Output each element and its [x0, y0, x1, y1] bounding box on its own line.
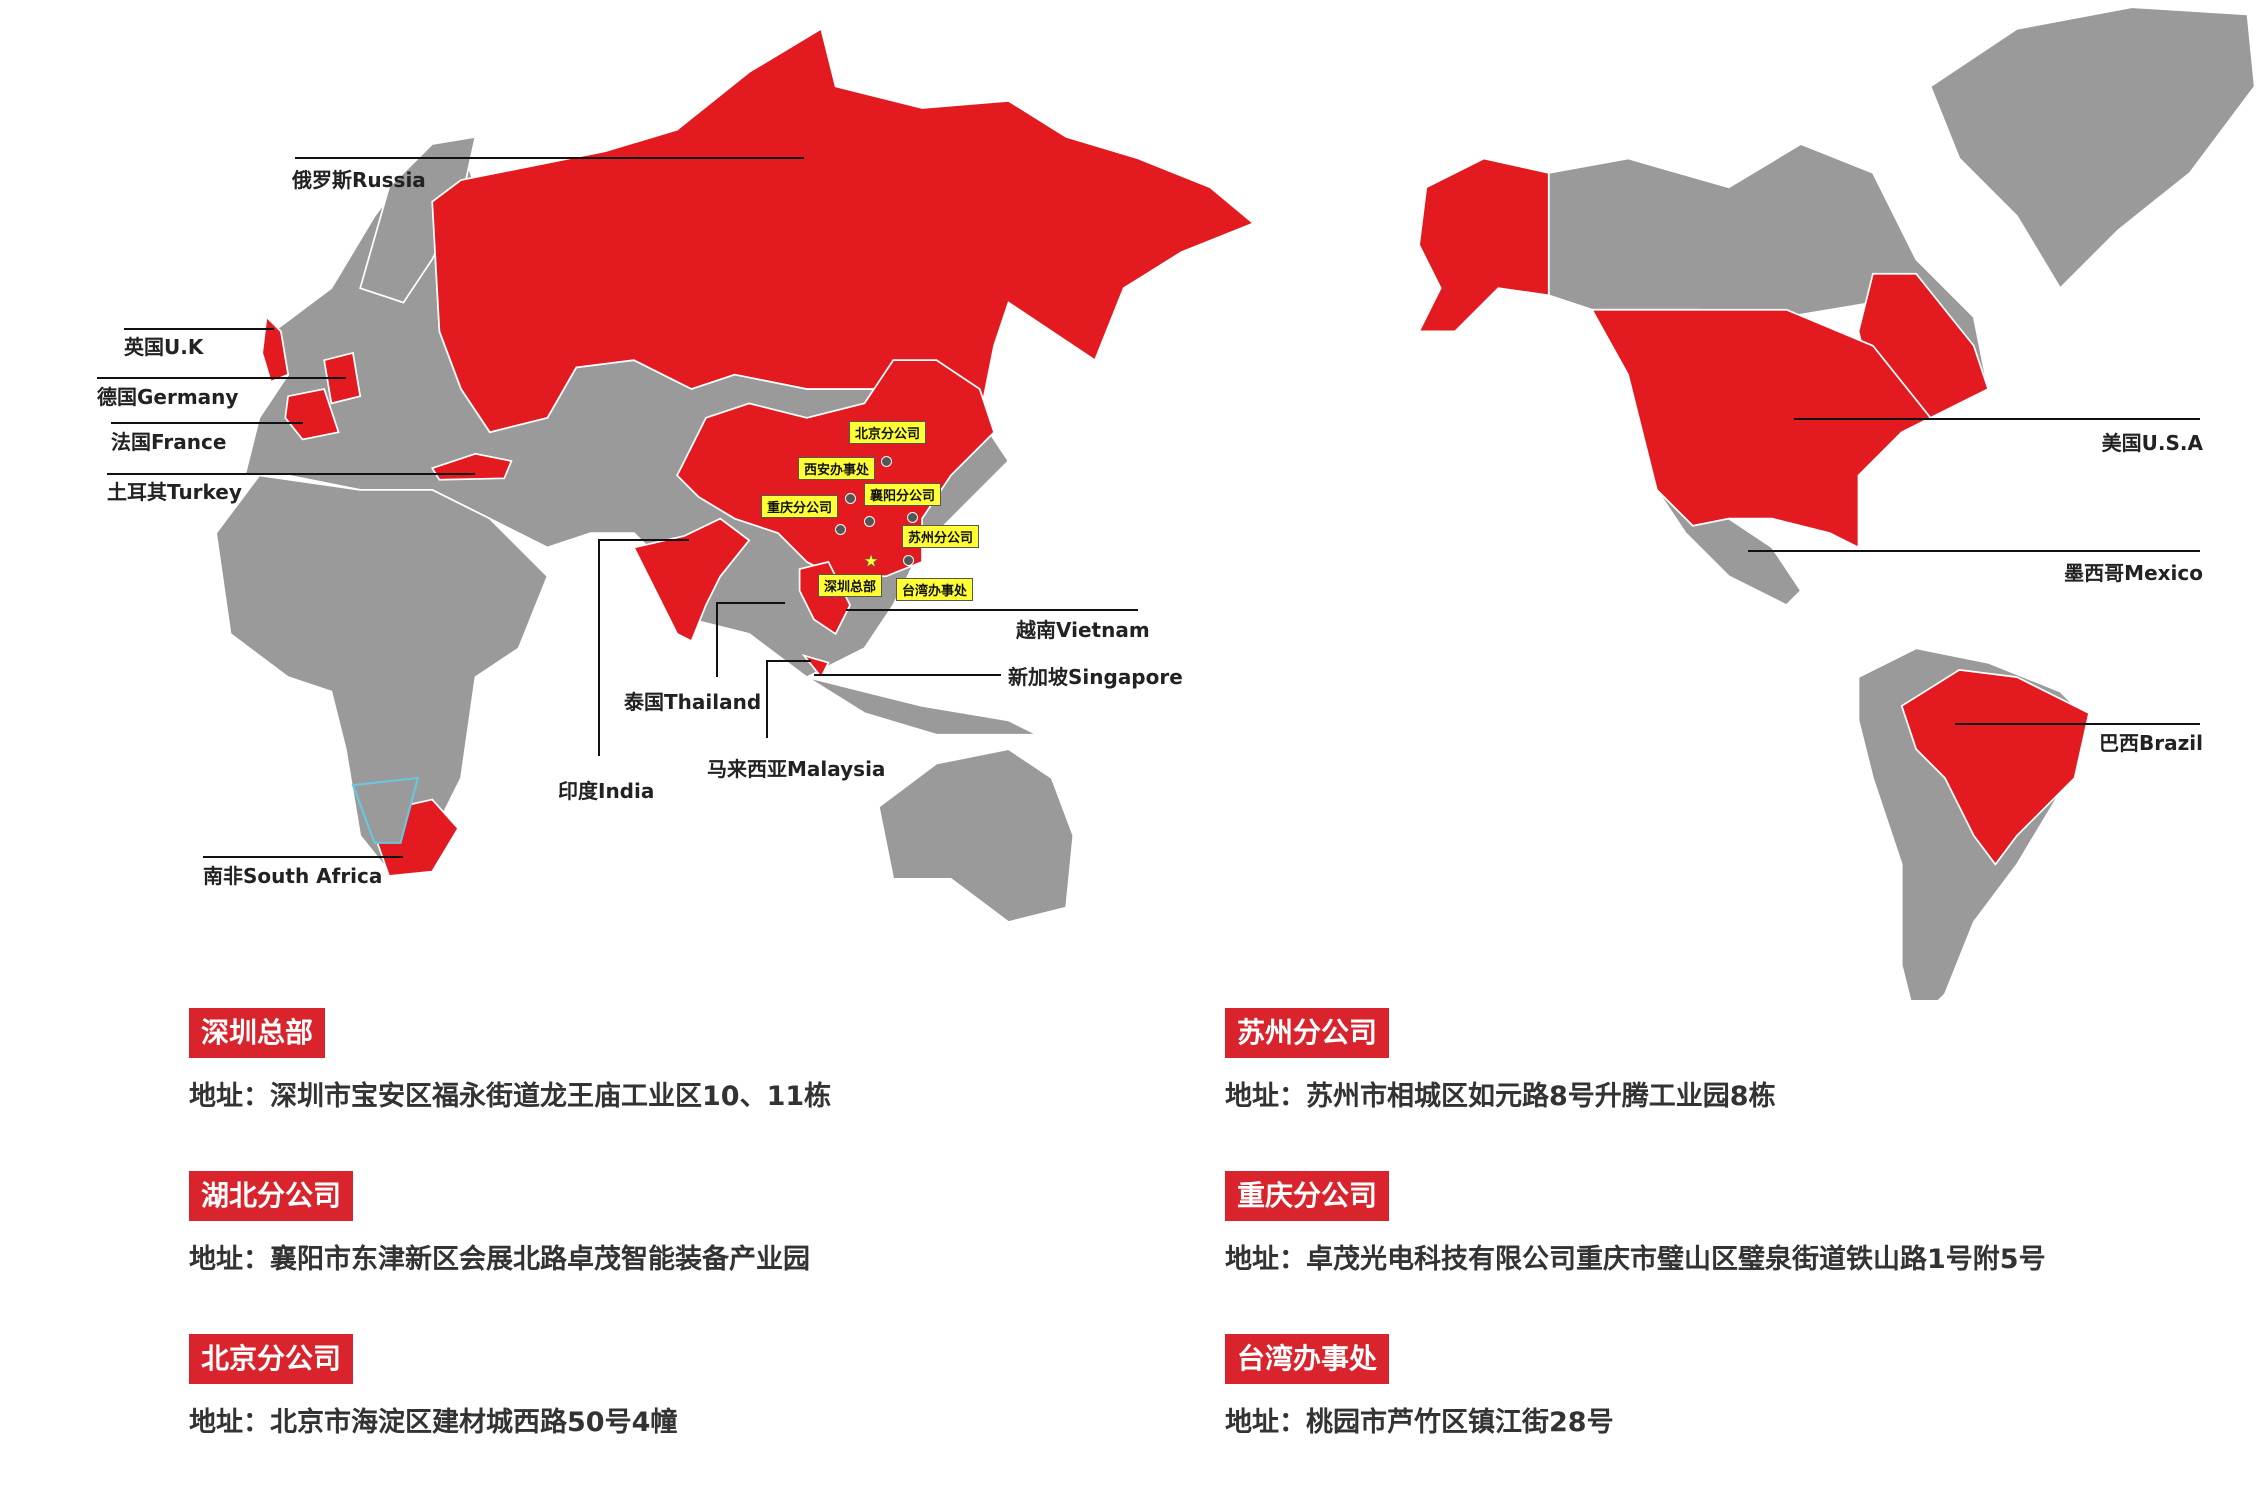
scandinavia [359, 135, 477, 304]
leader-line [295, 157, 804, 159]
office-suzhou: 苏州分公司 地址：苏州市相城区如元路8号升腾工业园8栋 [1225, 1008, 1776, 1113]
office-address: 地址：北京市海淀区建材城西路50号4幢 [189, 1407, 678, 1438]
tag-beijing: 北京分公司 [849, 421, 927, 444]
leader-line [97, 377, 346, 379]
leader-line [814, 674, 1001, 676]
label-thailand: 泰国Thailand [624, 690, 762, 714]
usa [1590, 308, 1932, 549]
label-brazil: 巴西Brazil [2099, 731, 2203, 755]
office-name: 北京分公司 [189, 1334, 354, 1384]
star-icon: ★ [863, 551, 880, 572]
tag-chongqing: 重庆分公司 [761, 495, 839, 518]
mexico [1656, 489, 1802, 607]
leader-line [598, 539, 600, 756]
leader-line [598, 539, 689, 541]
leader-line [203, 856, 403, 858]
tag-shenzhen: 深圳总部 [818, 574, 883, 597]
alaska [1417, 157, 1550, 333]
namibia [351, 776, 420, 844]
office-name: 湖北分公司 [189, 1171, 354, 1221]
russia [431, 27, 1256, 434]
marker-taiwan [903, 555, 914, 566]
marker-suzhou [907, 512, 918, 523]
label-usa: 美国U.S.A [2101, 431, 2203, 455]
label-russia: 俄罗斯Russia [292, 168, 426, 192]
label-france: 法国France [111, 430, 227, 454]
office-name: 台湾办事处 [1225, 1334, 1390, 1384]
greenland [1929, 6, 2256, 290]
label-mexico: 墨西哥Mexico [2064, 561, 2203, 585]
office-beijing: 北京分公司 地址：北京市海淀区建材城西路50号4幢 [189, 1334, 677, 1439]
world-map [215, 6, 2256, 1000]
label-singapore: 新加坡Singapore [1008, 665, 1183, 689]
label-india: 印度India [558, 779, 655, 803]
office-name: 深圳总部 [189, 1008, 326, 1058]
office-address: 地址：襄阳市东津新区会展北路卓茂智能装备产业园 [189, 1244, 810, 1275]
marker-xian [845, 493, 856, 504]
label-uk: 英国U.K [124, 335, 204, 359]
leader-line [766, 660, 768, 738]
tag-suzhou: 苏州分公司 [902, 525, 980, 548]
leader-line [766, 660, 811, 662]
india [632, 517, 751, 643]
australia [877, 748, 1075, 923]
label-germany: 德国Germany [97, 385, 239, 409]
office-name: 苏州分公司 [1225, 1008, 1390, 1058]
leader-line [716, 602, 718, 677]
france [284, 387, 340, 441]
office-address: 地址：深圳市宝安区福永街道龙王庙工业区10、11栋 [189, 1081, 832, 1112]
label-malaysia: 马来西亚Malaysia [707, 757, 886, 781]
leader-line [111, 422, 303, 424]
label-south-africa: 南非South Africa [203, 864, 383, 888]
leader-line [716, 602, 785, 604]
office-address: 地址：桃园市芦竹区镇江街28号 [1225, 1407, 1614, 1438]
office-address: 地址：卓茂光电科技有限公司重庆市璧山区璧泉街道铁山路1号附5号 [1225, 1244, 2046, 1275]
office-taiwan: 台湾办事处 地址：桃园市芦竹区镇江街28号 [1225, 1334, 1614, 1439]
indonesia [806, 676, 1038, 736]
marker-chongqing [835, 524, 846, 535]
leader-line [846, 609, 1138, 611]
leader-line [1794, 418, 2200, 420]
tag-taiwan: 台湾办事处 [896, 578, 974, 601]
marker-beijing [881, 456, 892, 467]
brazil [1900, 669, 2091, 866]
office-shenzhen: 深圳总部 地址：深圳市宝安区福永街道龙王庙工业区10、11栋 [189, 1008, 831, 1113]
office-address: 地址：苏州市相城区如元路8号升腾工业园8栋 [1225, 1081, 1776, 1112]
tag-xiangyang: 襄阳分公司 [864, 483, 942, 506]
leader-line [107, 473, 475, 475]
leader-line [124, 328, 274, 330]
tag-xian: 西安办事处 [798, 457, 876, 480]
leader-line [1748, 550, 2200, 552]
marker-xiangyang [864, 516, 875, 527]
office-chongqing: 重庆分公司 地址：卓茂光电科技有限公司重庆市璧山区璧泉街道铁山路1号附5号 [1225, 1171, 2046, 1276]
office-name: 重庆分公司 [1225, 1171, 1390, 1221]
label-turkey: 土耳其Turkey [107, 480, 242, 504]
leader-line [1955, 723, 2200, 725]
africa [215, 474, 549, 873]
office-hubei: 湖北分公司 地址：襄阳市东津新区会展北路卓茂智能装备产业园 [189, 1171, 810, 1276]
label-vietnam: 越南Vietnam [1016, 618, 1150, 642]
